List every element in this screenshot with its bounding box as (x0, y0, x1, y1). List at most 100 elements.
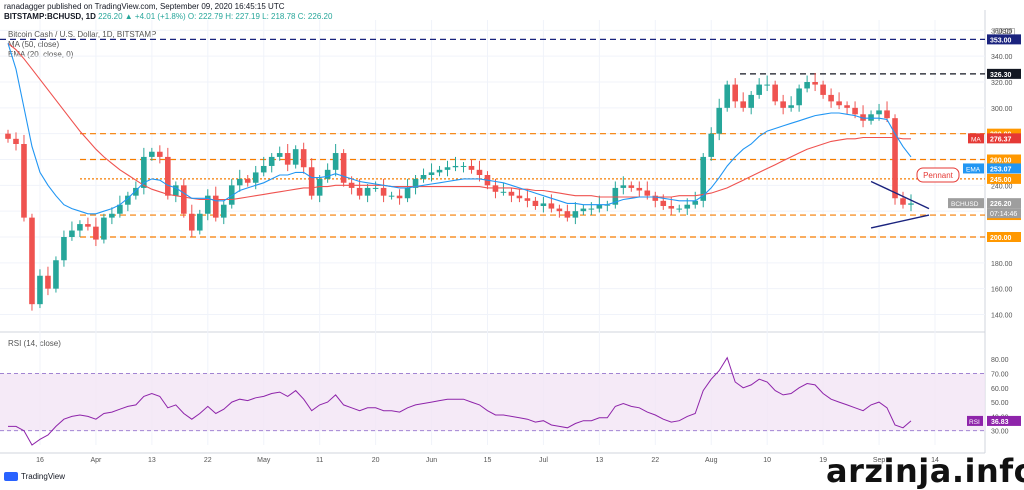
candle-body (316, 178, 323, 196)
x-tick-label: 13 (595, 457, 603, 464)
candle-body (644, 190, 651, 196)
candle-body (772, 84, 778, 102)
x-tick-label: 19 (819, 457, 827, 464)
candle-body (364, 187, 371, 196)
candle-body (620, 185, 627, 188)
rsi-y-tick-label: 50.00 (991, 400, 1009, 407)
y-tick-label: 140.00 (991, 313, 1013, 320)
x-tick-label: 16 (36, 457, 44, 464)
candle-body (412, 178, 419, 188)
candle-body (668, 206, 675, 209)
candle-body (500, 191, 507, 193)
candle-body (61, 237, 67, 261)
level-tag (987, 232, 1021, 242)
candle-body (37, 275, 43, 305)
x-tick-label: 13 (148, 457, 156, 464)
candle-body (628, 185, 635, 188)
candle-body (652, 195, 659, 201)
price-tag-name-box (948, 198, 984, 209)
level-tag (987, 154, 1021, 165)
level-tag (987, 173, 1021, 184)
price-tag-label: 276.37 (990, 136, 1012, 143)
ma-line (7, 42, 911, 201)
candle-body (764, 84, 770, 86)
candle-body (564, 211, 571, 218)
ohlc-values: 226.20 ▲ +4.01 (+1.8%) O: 222.79 H: 227.… (98, 12, 333, 21)
candle-body (612, 187, 619, 205)
candle-body (117, 204, 123, 214)
x-tick-label: 22 (651, 457, 659, 464)
candle-body (188, 213, 195, 231)
candle-body (452, 165, 459, 168)
publisher-line: ranadagger published on TradingView.com,… (4, 2, 285, 11)
candle-body (125, 195, 131, 205)
candle-body (204, 195, 211, 214)
rsi-name-box (967, 415, 983, 426)
candle-body (556, 208, 563, 212)
tradingview-text: TradingView (21, 472, 66, 481)
candle-body (796, 88, 802, 106)
symbol-label: BITSTAMP:BCHUSD, 1D (4, 12, 96, 21)
candle-body (740, 101, 746, 108)
level-tag-label: 260.00 (990, 158, 1012, 165)
candle-body (436, 169, 443, 173)
x-tick-label: Apr (90, 457, 102, 464)
candle-body (141, 156, 147, 188)
candle-body (516, 195, 523, 199)
ema-line (7, 43, 912, 215)
candle-body (181, 185, 187, 214)
candle-body (572, 211, 579, 218)
price-tag-label: 253.07 (990, 166, 1012, 173)
candle-body (820, 84, 826, 95)
candle-body (5, 133, 11, 139)
x-tick-label: Aug (705, 457, 718, 464)
candle-body (868, 114, 874, 121)
candle-body (228, 185, 235, 205)
candle-body (21, 144, 27, 218)
price-tag-name-box (968, 133, 984, 144)
level-tag (987, 34, 1021, 45)
candle-body (900, 198, 906, 205)
y-tick-label: 180.00 (991, 261, 1013, 268)
rsi-legend[interactable]: RSI (14, close) (8, 339, 61, 348)
candle-body (508, 191, 515, 196)
candle-body (85, 224, 91, 227)
x-tick-label: Sep (873, 457, 886, 464)
y-tick-label: 240.00 (991, 183, 1013, 190)
candle-body (13, 138, 19, 144)
candle-body (548, 203, 555, 209)
rsi-value-label: 36.83 (991, 419, 1009, 426)
price-tag-label: 226.20 (990, 201, 1012, 208)
countdown-label: 07:14:46 (990, 211, 1017, 218)
x-tick-label: 15 (484, 457, 492, 464)
rsi-value-tag (987, 415, 1021, 426)
candle-body (284, 153, 291, 165)
x-tick-label: 14 (931, 457, 939, 464)
price-tag (987, 163, 1021, 174)
candle-body (69, 230, 75, 237)
rsi-line (8, 356, 912, 446)
level-tag-label: 326.30 (990, 72, 1012, 79)
ma-legend[interactable]: MA (50, close) (8, 40, 60, 49)
candle-body (372, 187, 379, 189)
y-tick-label: 320.00 (991, 80, 1013, 87)
candle-body (252, 172, 259, 183)
ema-legend[interactable]: EMA (20, close, 0) (8, 50, 74, 59)
candle-body (708, 133, 715, 157)
candle-body (149, 151, 155, 157)
candle-body (356, 187, 363, 196)
candle-body (404, 187, 411, 199)
candle-body (109, 213, 115, 218)
candle-body (380, 187, 387, 196)
candle-body (844, 105, 850, 108)
candle-body (540, 203, 547, 206)
candle-body (396, 195, 403, 199)
symbol-line: BITSTAMP:BCHUSD, 1D 226.20 ▲ +4.01 (+1.8… (4, 12, 332, 21)
candle-body (724, 84, 731, 108)
candle-body (308, 167, 315, 196)
level-tag-label: 245.00 (990, 177, 1012, 184)
candle-body (260, 165, 267, 173)
rsi-name: RSI (969, 419, 980, 426)
candle-body (101, 217, 107, 240)
